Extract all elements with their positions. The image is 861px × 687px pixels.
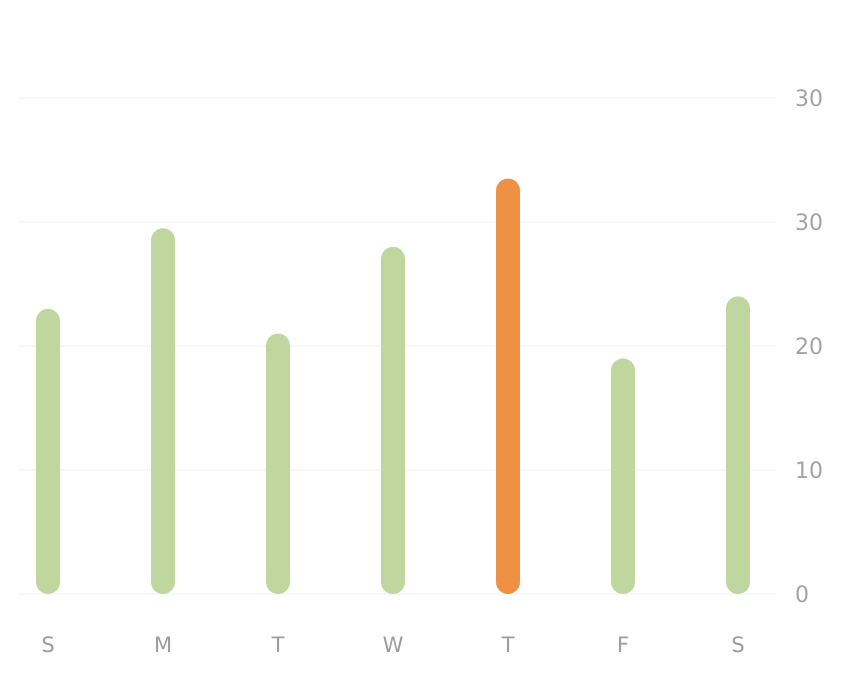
bars [36,178,750,594]
x-category-label: S [731,633,744,657]
y-tick-label: 20 [795,335,823,360]
y-tick-label: 30 [795,211,823,236]
x-category-label: F [617,633,629,657]
y-tick-label: 10 [795,459,823,484]
y-tick-label: 30 [795,87,823,112]
y-axis-ticks: 0 10 20 30 30 [795,87,823,608]
x-category-label: T [501,633,515,657]
x-category-label: T [271,633,285,657]
y-tick-label: 0 [795,583,809,608]
x-category-label: S [41,633,54,657]
x-category-label: M [154,633,172,657]
x-category-label: W [383,633,404,657]
